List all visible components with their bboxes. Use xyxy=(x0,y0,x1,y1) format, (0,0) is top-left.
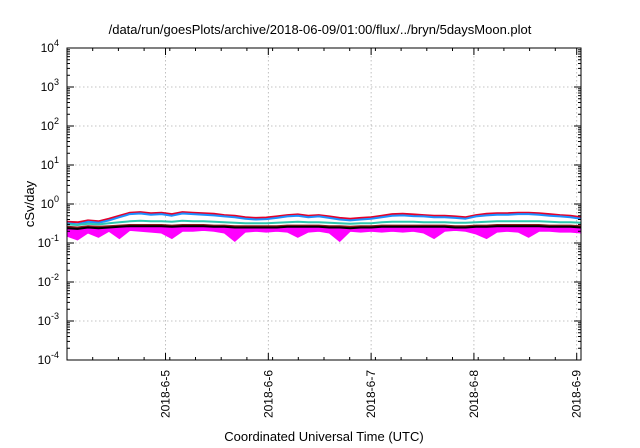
series-line xyxy=(66,212,582,226)
y-tick-label: 103 xyxy=(41,77,59,94)
grid xyxy=(67,48,581,360)
series-line xyxy=(66,211,582,224)
y-tick-label: 102 xyxy=(41,116,59,133)
series-band xyxy=(66,225,582,243)
x-tick-label: 2018-6-8 xyxy=(467,370,481,418)
y-tick-label: 101 xyxy=(41,155,59,172)
chart-title: /data/run/goesPlots/archive/2018-06-09/0… xyxy=(109,22,532,37)
x-tick-label: 2018-6-6 xyxy=(261,370,275,418)
y-tick-label: 10-2 xyxy=(38,272,59,289)
y-tick-label: 10-3 xyxy=(38,311,59,328)
y-tick-label: 10-1 xyxy=(38,233,59,250)
series-line xyxy=(66,224,582,229)
x-tick-label: 2018-6-5 xyxy=(159,370,173,418)
y-axis-label: cSv/day xyxy=(22,180,37,227)
y-axis: 10-4 10-3 10-2 10-1 100 101 102 103 104 xyxy=(38,38,581,367)
x-axis: 2018-6-5 2018-6-6 2018-6-7 2018-6-8 2018-6-9 xyxy=(92,48,584,418)
x-axis-label: Coordinated Universal Time (UTC) xyxy=(224,429,423,444)
series-line xyxy=(66,219,582,226)
series-line xyxy=(66,225,582,230)
x-tick-label: 2018-6-9 xyxy=(570,370,584,418)
y-tick-label: 104 xyxy=(41,38,59,55)
x-tick-label: 2018-6-7 xyxy=(364,370,378,418)
y-tick-label: 100 xyxy=(41,194,59,211)
y-tick-label: 10-4 xyxy=(38,350,59,367)
series-layer xyxy=(66,211,582,243)
